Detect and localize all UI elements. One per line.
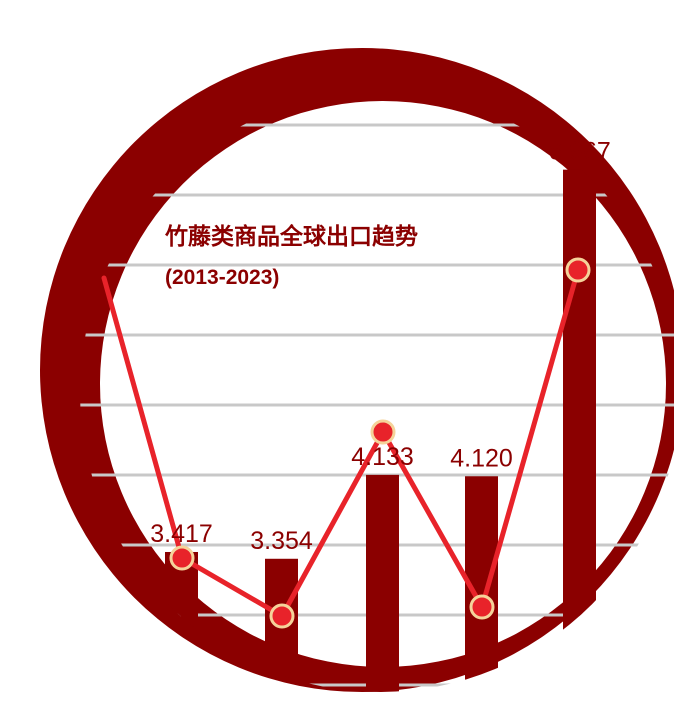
- bar: [366, 474, 399, 692]
- value-labels: 3.417 3.354 4.133 4.120 6.967: [150, 138, 611, 555]
- value-label: 4.133: [351, 443, 414, 471]
- bar: [563, 169, 596, 692]
- line-marker: [469, 594, 495, 620]
- bar: [265, 558, 298, 692]
- trend-polyline: [101, 267, 581, 619]
- value-label: 3.354: [250, 527, 313, 555]
- line-marker: [565, 257, 591, 283]
- chart-subtitle: (2013-2023): [165, 266, 279, 289]
- line-marker: [169, 545, 195, 571]
- value-label: 3.417: [150, 520, 213, 548]
- value-label: 4.120: [450, 444, 513, 472]
- value-label: 6.967: [548, 138, 611, 166]
- chart-title: 竹藤类商品全球出口趋势: [164, 223, 418, 250]
- trend-line: [101, 267, 581, 619]
- line-marker: [370, 419, 396, 445]
- line-marker: [269, 603, 295, 629]
- markers: [169, 257, 591, 629]
